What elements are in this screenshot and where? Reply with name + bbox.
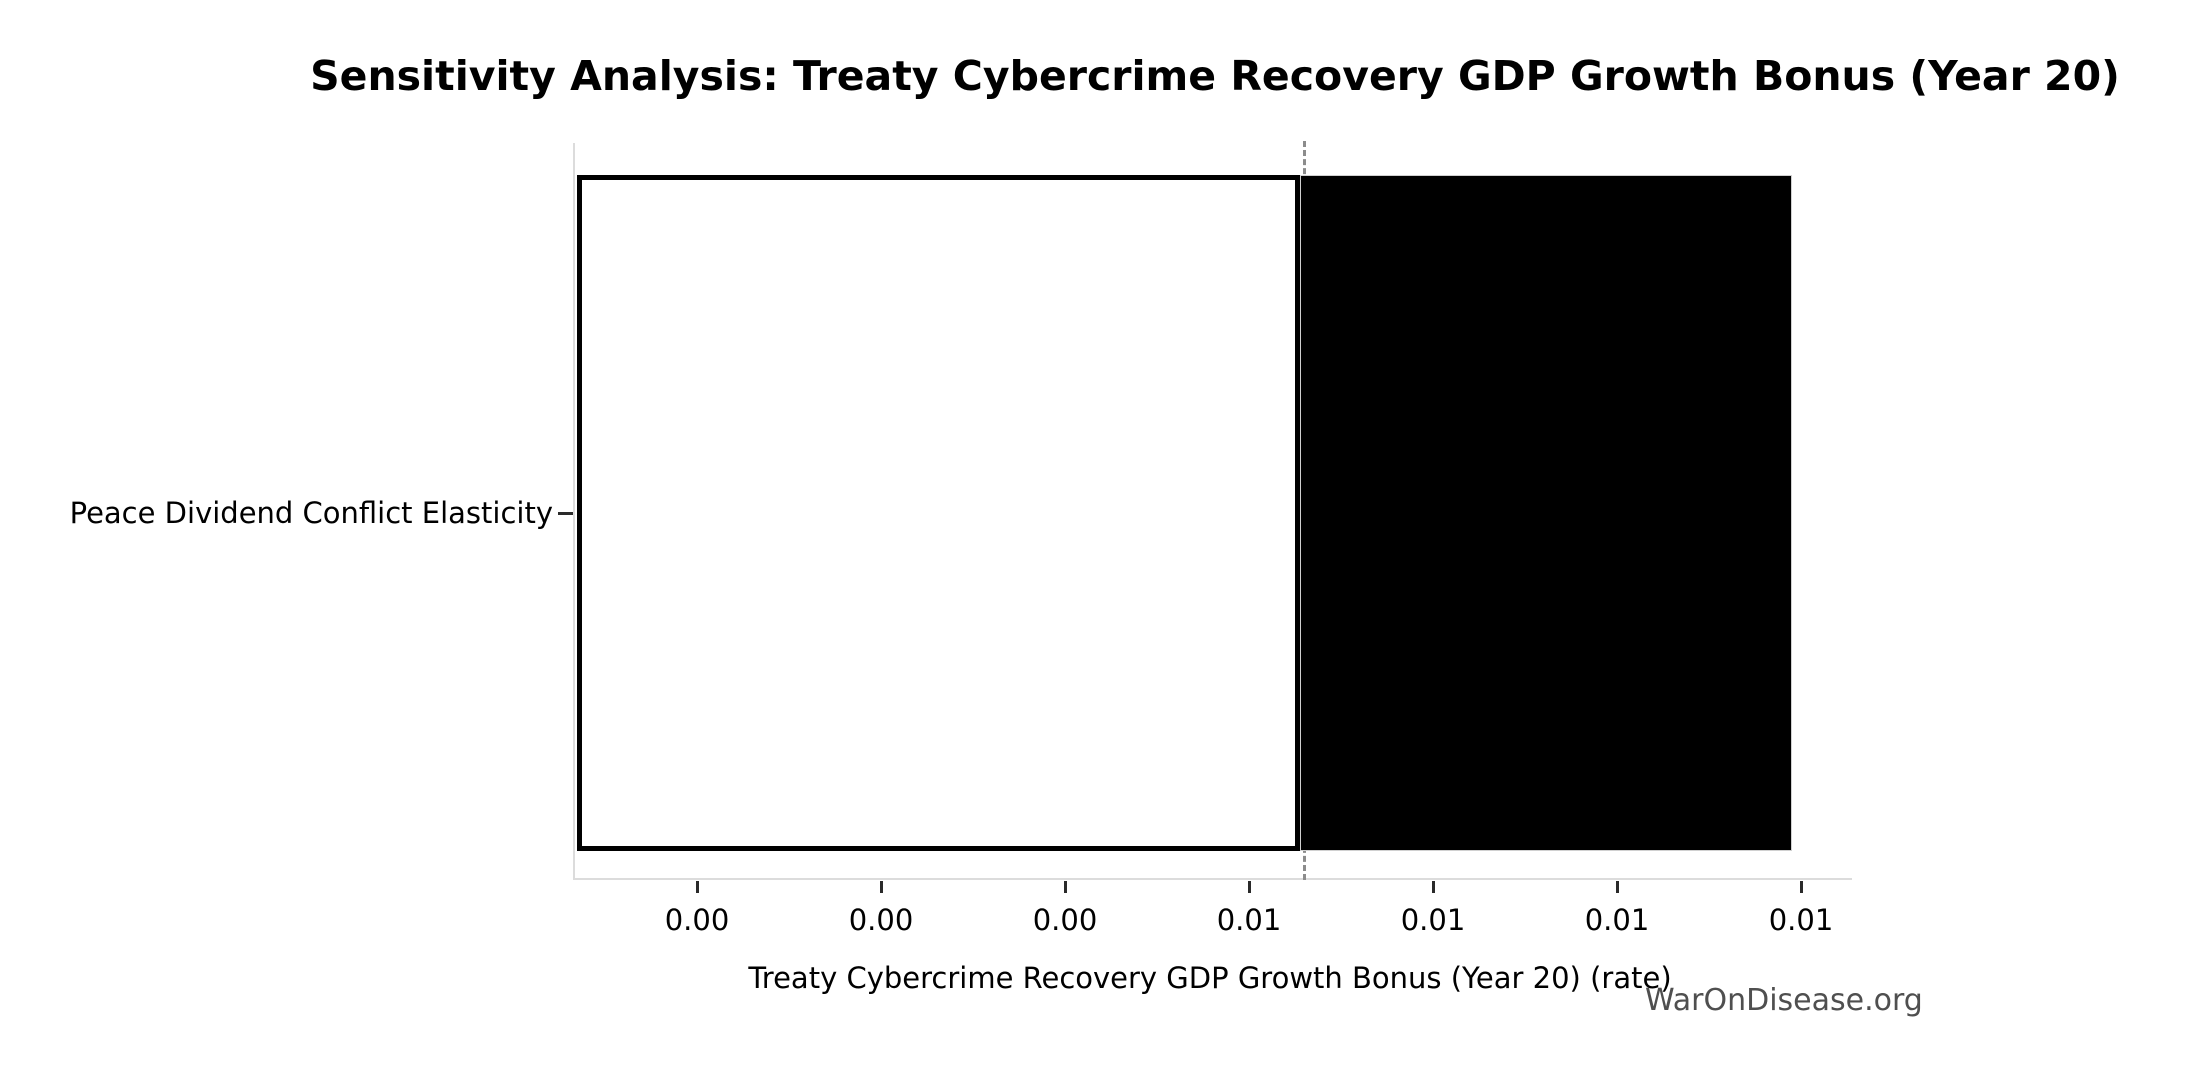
x-tick-label: 0.01 (1584, 903, 1650, 937)
bar-high-segment (1300, 175, 1792, 851)
bar-low-segment (577, 175, 1300, 851)
x-tick-label: 0.00 (664, 903, 730, 937)
x-tick-mark (1248, 881, 1251, 893)
x-tick-mark (880, 881, 883, 893)
x-axis-label: Treaty Cybercrime Recovery GDP Growth Bo… (748, 961, 1672, 995)
x-tick-mark (1800, 881, 1803, 893)
x-tick-mark (696, 881, 699, 893)
x-tick-label: 0.01 (1768, 903, 1834, 937)
x-tick-label: 0.00 (1032, 903, 1098, 937)
x-tick-mark (1064, 881, 1067, 893)
watermark-text: WarOnDisease.org (1645, 983, 1923, 1018)
chart-title: Sensitivity Analysis: Treaty Cybercrime … (310, 52, 2120, 100)
x-tick-label: 0.01 (1400, 903, 1466, 937)
y-tick-mark (558, 512, 573, 515)
x-tick-label: 0.00 (848, 903, 914, 937)
y-category-label: Peace Dividend Conflict Elasticity (69, 496, 553, 530)
plot-area (573, 141, 1852, 880)
x-tick-mark (1432, 881, 1435, 893)
x-tick-mark (1616, 881, 1619, 893)
x-tick-label: 0.01 (1216, 903, 1282, 937)
